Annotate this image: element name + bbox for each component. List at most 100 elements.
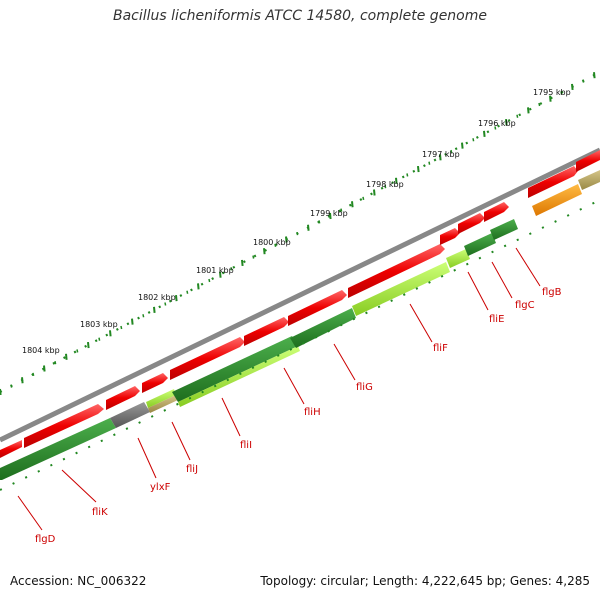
ruler-tick	[417, 165, 420, 173]
ruler-tick	[582, 79, 585, 83]
flgD-leader	[17, 495, 43, 531]
ruler-tick	[274, 243, 277, 247]
ruler-tick	[54, 361, 57, 365]
ruler-tick	[428, 161, 431, 165]
ruler-tick	[241, 259, 244, 267]
reverse-gene-feature	[178, 346, 300, 407]
ruler-tick	[527, 107, 530, 114]
ruler-tick	[571, 83, 574, 91]
kbp-label-1801: 1801 kbp	[196, 266, 234, 275]
backbone-line	[0, 147, 600, 443]
flgC-leader	[491, 261, 513, 299]
reverse-strand-track	[0, 170, 600, 480]
ruler-tick	[87, 341, 90, 349]
gene-label-fliJ: fliJ	[186, 464, 198, 475]
reverse-gene-feature	[578, 170, 600, 190]
reverse-gene-feature	[352, 262, 450, 316]
forward-gene-feature	[142, 373, 168, 393]
ruler-tick	[395, 177, 398, 184]
kbp-label-1797: 1797 kbp	[422, 150, 460, 159]
ruler-tick	[549, 95, 552, 102]
ruler-tick	[43, 365, 46, 372]
kbp-label-1796: 1796 kbp	[478, 119, 516, 128]
ruler-tick	[153, 306, 156, 313]
forward-gene-feature	[484, 202, 509, 222]
ruler-tick	[362, 196, 365, 201]
forward-gene-feature	[106, 386, 140, 410]
reverse-gene-feature	[290, 308, 356, 348]
kbp-label-1803: 1803 kbp	[80, 320, 118, 329]
gene-label-flgD: flgD	[35, 534, 56, 545]
flgB-leader	[515, 247, 541, 287]
ruler-tick	[263, 248, 266, 255]
gene-label-fliF: fliF	[433, 343, 448, 354]
forward-gene-feature	[0, 440, 22, 458]
ruler-tick	[197, 283, 200, 290]
ruler-tick	[516, 114, 519, 118]
kbp-label-1795: 1795 kbp	[533, 88, 571, 97]
kbp-label-1804: 1804 kbp	[22, 346, 60, 355]
ruler-tick	[21, 377, 24, 384]
kbp-label-1798: 1798 kbp	[366, 180, 404, 189]
kbp-label-1800: 1800 kbp	[253, 238, 291, 247]
gene-label-flgC: flgC	[515, 300, 535, 311]
forward-gene-feature	[576, 150, 600, 172]
reverse-gene-feature	[0, 418, 116, 480]
gene-label-flgB: flgB	[542, 287, 562, 298]
fliG-leader	[333, 343, 356, 381]
gene-label-fliH: fliH	[304, 407, 321, 418]
topology-text: Topology: circular; Length: 4,222,645 bp…	[260, 574, 590, 588]
reverse-gene-feature	[148, 395, 178, 413]
ruler-tick	[483, 130, 486, 137]
ruler-tick	[307, 224, 310, 231]
gene-label-ylxF: ylxF	[150, 482, 171, 493]
forward-strand-track	[0, 150, 600, 458]
forward-gene-feature	[440, 228, 460, 245]
ruler-tick	[296, 231, 299, 236]
ruler-tick	[494, 126, 497, 130]
ruler-tick	[538, 102, 541, 107]
ruler-tick	[131, 318, 134, 325]
forward-gene-feature	[458, 213, 485, 234]
ruler-tick	[120, 325, 123, 330]
forward-gene-feature	[528, 166, 578, 198]
ruler-tick	[318, 220, 321, 224]
ruler-tick	[175, 295, 178, 302]
ruler-tick	[142, 314, 145, 318]
ruler-tick	[384, 185, 387, 189]
forward-gene-feature	[348, 244, 445, 298]
reverse-gene-feature	[146, 389, 176, 408]
ruler-tick	[230, 267, 233, 271]
ruler-tick	[285, 236, 288, 243]
reverse-gene-feature	[172, 336, 298, 402]
kbp-labels: 1795 kbp 1796 kbp 1797 kbp 1798 kbp 1799…	[22, 88, 571, 355]
ruler-tick	[329, 212, 332, 220]
ruler-tick	[219, 271, 222, 278]
ruler-tick	[186, 290, 189, 294]
ruler-tick	[340, 208, 343, 212]
ruler-tick	[76, 349, 79, 353]
kbp-label-1799: 1799 kbp	[310, 209, 348, 218]
reverse-gene-feature	[464, 233, 496, 256]
accession-text: Accession: NC_006322	[10, 574, 147, 588]
ruler-tick	[98, 337, 101, 341]
ruler-tick	[164, 302, 167, 306]
ruler-tick	[373, 189, 376, 196]
ruler-tick	[450, 149, 453, 154]
ruler-tick	[593, 72, 596, 79]
fliK-leader	[61, 469, 97, 503]
ruler-tick	[472, 138, 475, 142]
forward-gene-feature	[288, 290, 347, 326]
forward-gene-feature	[170, 337, 245, 380]
ruler-tick	[109, 330, 112, 337]
ylxF-leader	[137, 437, 157, 479]
gene-label-fliI: fliI	[240, 440, 252, 451]
fliI-leader	[221, 397, 241, 437]
ruler-tick	[10, 384, 13, 388]
forward-gene-feature	[24, 404, 104, 448]
gene-label-fliE: fliE	[489, 314, 504, 325]
gene-labels: flgB flgC fliE fliF fliG fliH fliI fliJ …	[17, 247, 562, 545]
ruler-tick	[461, 142, 464, 149]
reverse-gene-feature	[110, 402, 150, 428]
